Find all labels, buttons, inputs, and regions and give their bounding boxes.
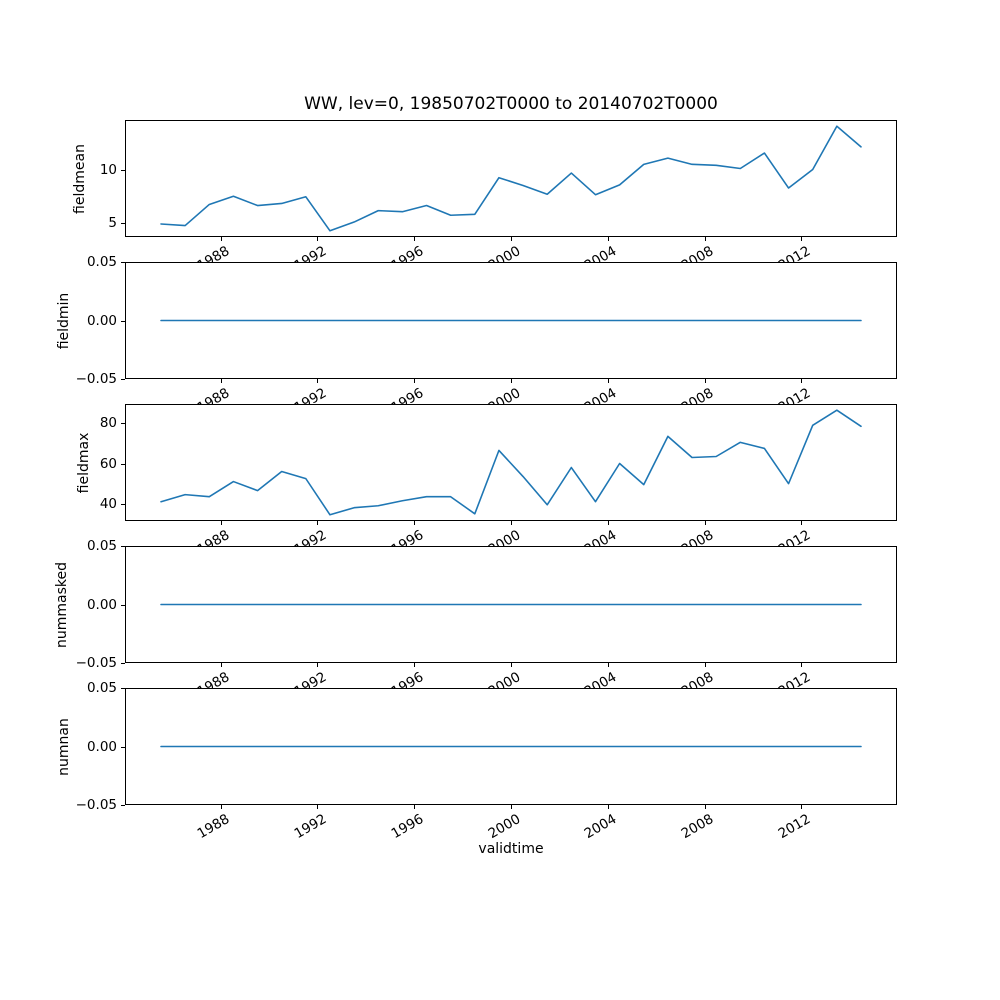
- nummasked-axes: [125, 546, 897, 663]
- x-tick-label: 2012: [775, 811, 814, 843]
- x-tick-label: 2004: [582, 811, 620, 843]
- y-tick-label: 0.05: [86, 680, 117, 696]
- x-tick-mark: [705, 521, 706, 525]
- chart-title: WW, lev=0, 19850702T0000 to 20140702T000…: [304, 94, 718, 114]
- x-tick-mark: [317, 521, 318, 525]
- y-tick-mark: [121, 747, 125, 748]
- y-tick-label: 5: [108, 214, 117, 231]
- fieldmax-series-line: [160, 409, 862, 516]
- y-tick-label: 40: [99, 496, 117, 513]
- numnan-series-line: [160, 745, 862, 748]
- fieldmax-axes: [125, 404, 897, 521]
- y-tick-label: −0.05: [75, 797, 117, 813]
- x-tick-mark: [414, 237, 415, 241]
- y-tick-mark: [121, 688, 125, 689]
- y-tick-mark: [121, 805, 125, 806]
- x-tick-label: 1992: [291, 811, 330, 843]
- y-tick-mark: [121, 262, 125, 263]
- y-tick-mark: [121, 464, 125, 465]
- y-tick-mark: [121, 423, 125, 424]
- nummasked-series-line: [160, 603, 862, 606]
- x-tick-mark: [705, 663, 706, 667]
- x-tick-mark: [705, 805, 706, 809]
- x-tick-label: 1996: [388, 811, 427, 843]
- y-tick-label: 60: [99, 455, 117, 472]
- x-tick-mark: [608, 663, 609, 667]
- x-tick-label: 2008: [678, 811, 717, 843]
- x-tick-mark: [608, 521, 609, 525]
- x-tick-mark: [221, 521, 222, 525]
- x-tick-mark: [801, 237, 802, 241]
- x-tick-mark: [511, 521, 512, 525]
- y-tick-mark: [121, 546, 125, 547]
- x-tick-mark: [705, 379, 706, 383]
- x-tick-mark: [608, 805, 609, 809]
- fieldmean-series-line: [160, 125, 862, 232]
- x-tick-mark: [705, 237, 706, 241]
- x-tick-mark: [414, 663, 415, 667]
- x-tick-mark: [317, 237, 318, 241]
- x-tick-mark: [414, 521, 415, 525]
- x-tick-label: 1988: [194, 811, 233, 843]
- y-tick-label: −0.05: [75, 371, 117, 387]
- y-tick-mark: [121, 223, 125, 224]
- y-tick-mark: [121, 504, 125, 505]
- x-tick-mark: [221, 237, 222, 241]
- x-axis-label: validtime: [478, 841, 544, 857]
- fieldmean-axes: [125, 120, 897, 237]
- numnan-axes: [125, 688, 897, 805]
- x-tick-mark: [414, 805, 415, 809]
- x-tick-mark: [317, 379, 318, 383]
- fieldmin-axes: [125, 262, 897, 379]
- y-tick-label: 0.05: [86, 538, 117, 554]
- x-tick-mark: [801, 521, 802, 525]
- y-tick-label: 80: [99, 414, 117, 431]
- y-tick-mark: [121, 379, 125, 380]
- x-tick-mark: [221, 805, 222, 809]
- y-tick-mark: [121, 663, 125, 664]
- y-tick-label: 0.00: [86, 312, 117, 329]
- x-tick-label: 2000: [485, 811, 523, 843]
- y-tick-label: 10: [99, 162, 117, 179]
- y-tick-mark: [121, 605, 125, 606]
- x-tick-mark: [221, 379, 222, 383]
- x-tick-mark: [801, 663, 802, 667]
- y-tick-mark: [121, 321, 125, 322]
- x-tick-mark: [608, 237, 609, 241]
- x-tick-mark: [801, 379, 802, 383]
- x-tick-mark: [608, 379, 609, 383]
- x-tick-mark: [317, 663, 318, 667]
- x-tick-mark: [317, 805, 318, 809]
- x-tick-mark: [511, 663, 512, 667]
- y-tick-mark: [121, 170, 125, 171]
- x-tick-mark: [511, 237, 512, 241]
- y-tick-label: 0.00: [86, 596, 117, 613]
- x-tick-mark: [511, 805, 512, 809]
- x-tick-mark: [511, 379, 512, 383]
- y-tick-label: 0.00: [86, 738, 117, 755]
- fieldmin-series-line: [160, 319, 862, 322]
- x-tick-mark: [221, 663, 222, 667]
- y-tick-label: −0.05: [75, 655, 117, 671]
- y-tick-label: 0.05: [86, 254, 117, 270]
- x-tick-mark: [414, 379, 415, 383]
- x-tick-mark: [801, 805, 802, 809]
